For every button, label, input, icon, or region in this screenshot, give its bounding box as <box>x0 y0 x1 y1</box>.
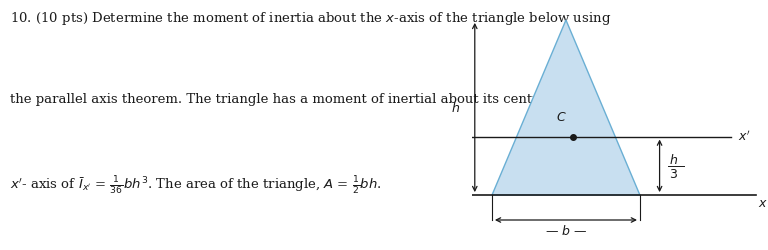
Text: $x'$: $x'$ <box>739 130 751 144</box>
Text: $h$: $h$ <box>670 152 678 166</box>
Text: the parallel axis theorem. The triangle has a moment of inertial about its centr: the parallel axis theorem. The triangle … <box>10 92 571 106</box>
Text: $h$: $h$ <box>451 100 460 114</box>
Text: $x$: $x$ <box>758 197 768 210</box>
Text: $C$: $C$ <box>556 111 566 124</box>
Polygon shape <box>492 20 640 195</box>
Text: 10. (10 pts) Determine the moment of inertia about the $x$-axis of the triangle : 10. (10 pts) Determine the moment of ine… <box>10 10 611 27</box>
Text: — $b$ —: — $b$ — <box>545 224 587 238</box>
Text: $x'$- axis of $\bar{I}_{x'}$ = $\frac{1}{36}bh^3$. The area of the triangle, $A$: $x'$- axis of $\bar{I}_{x'}$ = $\frac{1}… <box>10 175 382 197</box>
Text: $3$: $3$ <box>670 168 678 181</box>
